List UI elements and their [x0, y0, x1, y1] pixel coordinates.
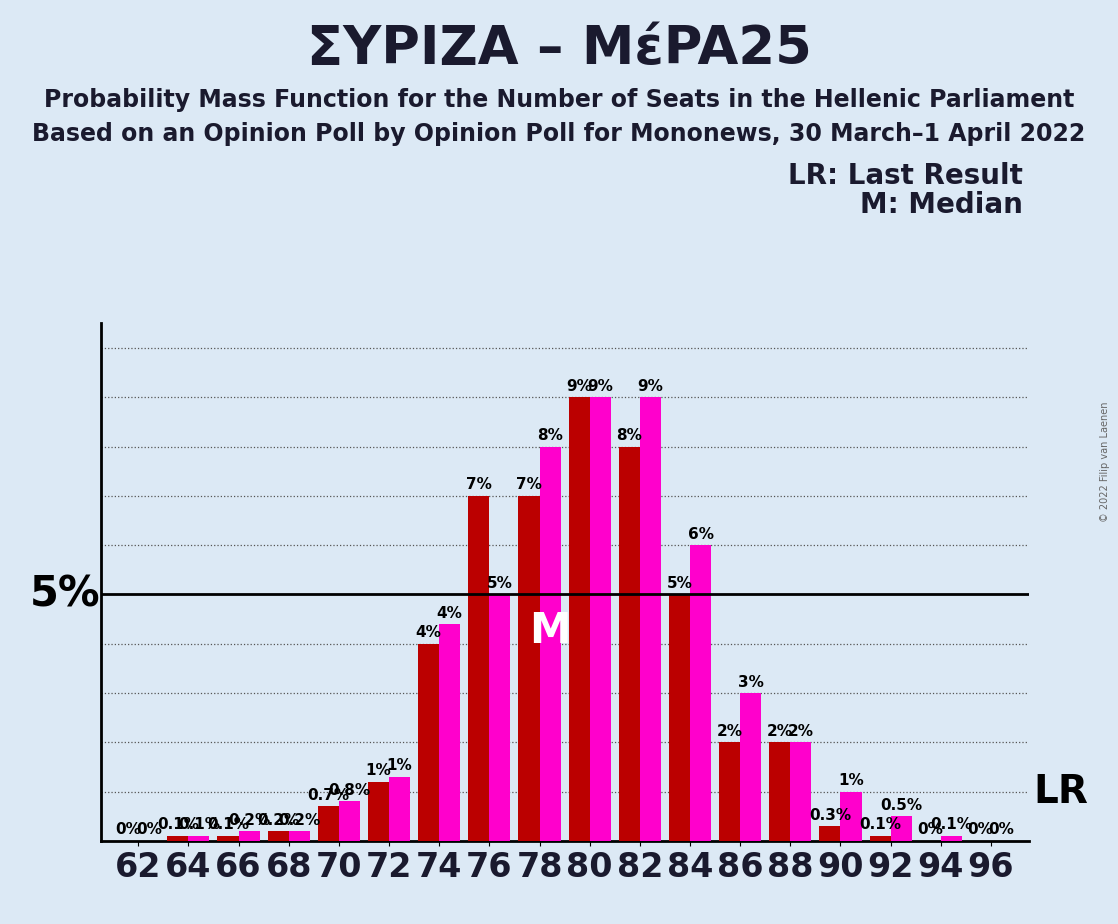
Bar [439, 624, 461, 841]
Text: 0.7%: 0.7% [307, 788, 350, 803]
Text: 1%: 1% [387, 759, 413, 773]
Bar [418, 644, 439, 841]
Bar [238, 831, 259, 841]
Text: 2%: 2% [717, 723, 742, 739]
Bar [841, 792, 862, 841]
Text: M: M [529, 611, 571, 652]
Text: 2%: 2% [788, 723, 814, 739]
Bar [589, 397, 610, 841]
Bar [540, 446, 560, 841]
Text: 0%: 0% [115, 822, 141, 837]
Text: 0.1%: 0.1% [178, 818, 220, 833]
Bar [569, 397, 589, 841]
Text: 9%: 9% [566, 379, 593, 394]
Text: 4%: 4% [416, 626, 442, 640]
Bar [819, 826, 841, 841]
Text: 7%: 7% [517, 478, 542, 492]
Text: 9%: 9% [637, 379, 663, 394]
Text: 5%: 5% [30, 574, 101, 615]
Text: Based on an Opinion Poll by Opinion Poll for Mononews, 30 March–1 April 2022: Based on an Opinion Poll by Opinion Poll… [32, 122, 1086, 146]
Text: 1%: 1% [838, 773, 864, 788]
Bar [769, 742, 790, 841]
Bar [267, 831, 288, 841]
Text: 0%: 0% [988, 822, 1014, 837]
Text: 5%: 5% [487, 576, 513, 591]
Bar [468, 496, 490, 841]
Bar [669, 594, 690, 841]
Text: 0.5%: 0.5% [880, 797, 922, 813]
Text: 9%: 9% [587, 379, 613, 394]
Text: © 2022 Filip van Laenen: © 2022 Filip van Laenen [1100, 402, 1110, 522]
Text: 4%: 4% [437, 605, 463, 621]
Text: 5%: 5% [666, 576, 692, 591]
Bar [870, 836, 891, 841]
Text: Probability Mass Function for the Number of Seats in the Hellenic Parliament: Probability Mass Function for the Number… [44, 88, 1074, 112]
Bar [490, 594, 511, 841]
Bar [891, 816, 911, 841]
Bar [740, 693, 761, 841]
Bar [618, 446, 639, 841]
Text: ΣΥΡΙΖΑ – ΜέPA25: ΣΥΡΙΖΑ – ΜέPA25 [306, 23, 812, 75]
Bar [940, 836, 961, 841]
Text: 8%: 8% [537, 428, 563, 444]
Bar [519, 496, 540, 841]
Text: LR: LR [1033, 772, 1089, 810]
Text: 0.1%: 0.1% [859, 818, 901, 833]
Bar [189, 836, 209, 841]
Text: 1%: 1% [366, 763, 391, 778]
Bar [790, 742, 812, 841]
Bar [690, 545, 711, 841]
Text: 0.8%: 0.8% [329, 783, 370, 798]
Text: 0.1%: 0.1% [157, 818, 199, 833]
Bar [288, 831, 310, 841]
Bar [719, 742, 740, 841]
Text: 2%: 2% [767, 723, 793, 739]
Text: 6%: 6% [688, 527, 713, 541]
Text: 0.2%: 0.2% [257, 812, 300, 828]
Text: 0.2%: 0.2% [278, 812, 321, 828]
Text: M: Median: M: Median [860, 191, 1023, 219]
Text: 0.1%: 0.1% [207, 818, 249, 833]
Bar [168, 836, 189, 841]
Text: 0.2%: 0.2% [228, 812, 271, 828]
Text: 0.3%: 0.3% [808, 808, 851, 822]
Bar [368, 782, 389, 841]
Text: 0%: 0% [967, 822, 994, 837]
Text: 0%: 0% [135, 822, 162, 837]
Text: 0%: 0% [917, 822, 944, 837]
Text: 7%: 7% [466, 478, 492, 492]
Text: LR: Last Result: LR: Last Result [788, 162, 1023, 189]
Text: 0.1%: 0.1% [930, 818, 973, 833]
Bar [318, 807, 339, 841]
Bar [639, 397, 661, 841]
Text: 8%: 8% [616, 428, 642, 444]
Bar [218, 836, 238, 841]
Bar [339, 801, 360, 841]
Text: 3%: 3% [738, 675, 764, 689]
Bar [389, 777, 410, 841]
